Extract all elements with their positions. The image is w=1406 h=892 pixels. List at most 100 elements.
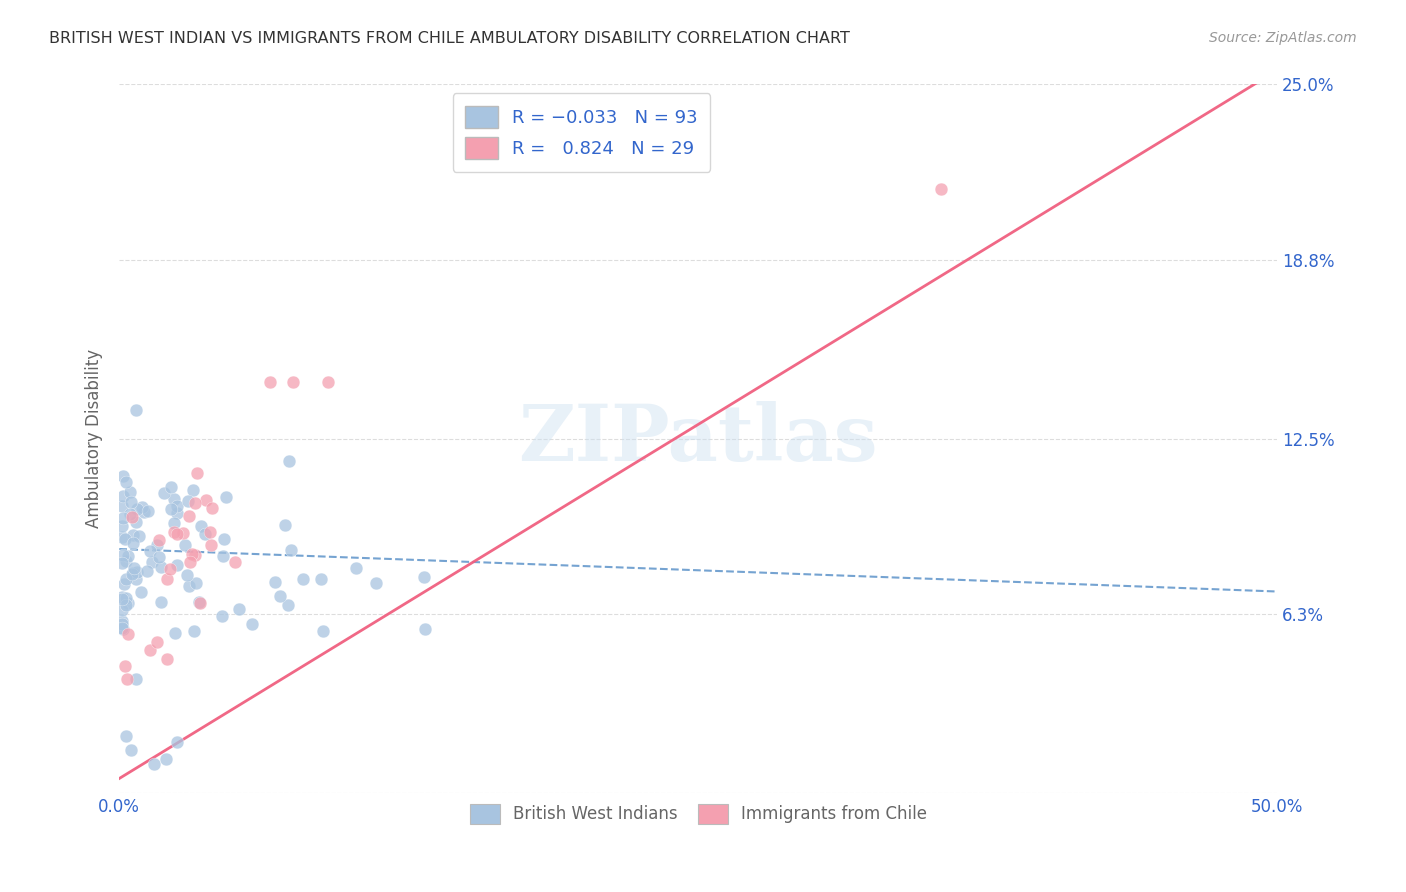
Point <box>163 516 186 531</box>
Y-axis label: Ambulatory Disability: Ambulatory Disability <box>86 349 103 528</box>
Point <box>316 375 339 389</box>
Point <box>118 507 141 521</box>
Point <box>274 517 297 532</box>
Point <box>269 589 291 603</box>
Point <box>177 579 200 593</box>
Point <box>115 673 138 687</box>
Point <box>125 572 148 586</box>
Point <box>184 548 207 562</box>
Point <box>139 643 162 657</box>
Point <box>212 532 235 546</box>
Point <box>128 529 150 543</box>
Point <box>112 468 135 483</box>
Point <box>413 570 436 584</box>
Point <box>312 624 335 638</box>
Point <box>181 483 204 497</box>
Point <box>150 595 173 609</box>
Point <box>364 575 387 590</box>
Point <box>125 565 148 579</box>
Point <box>215 490 238 504</box>
Point <box>114 532 136 546</box>
Point <box>150 559 173 574</box>
Point <box>112 576 135 591</box>
Point <box>166 507 188 521</box>
Point <box>186 467 208 481</box>
Point <box>212 549 235 563</box>
Point <box>122 536 145 550</box>
Point <box>344 560 367 574</box>
Point <box>143 757 166 772</box>
Text: Source: ZipAtlas.com: Source: ZipAtlas.com <box>1209 31 1357 45</box>
Point <box>159 562 181 576</box>
Point <box>115 729 138 743</box>
Point <box>188 596 211 610</box>
Point <box>190 519 212 533</box>
Point <box>121 566 143 581</box>
Point <box>125 403 148 417</box>
Point <box>115 475 138 489</box>
Point <box>114 591 136 605</box>
Point <box>121 527 143 541</box>
Point <box>224 555 246 569</box>
Point <box>166 499 188 513</box>
Point <box>259 375 281 389</box>
Point <box>110 519 132 533</box>
Point <box>111 548 134 562</box>
Point <box>110 621 132 635</box>
Point <box>240 616 263 631</box>
Point <box>110 591 132 606</box>
Point <box>129 585 152 599</box>
Point <box>166 527 188 541</box>
Point <box>193 526 215 541</box>
Point <box>111 614 134 628</box>
Text: ZIPatlas: ZIPatlas <box>519 401 879 476</box>
Point <box>115 572 138 586</box>
Point <box>114 659 136 673</box>
Point <box>163 625 186 640</box>
Point <box>112 489 135 503</box>
Point <box>122 566 145 580</box>
Point <box>172 525 194 540</box>
Point <box>111 622 134 636</box>
Point <box>135 564 157 578</box>
Point <box>160 480 183 494</box>
Point <box>111 590 134 604</box>
Point <box>183 624 205 638</box>
Point <box>264 574 287 589</box>
Point <box>111 530 134 544</box>
Point <box>155 752 177 766</box>
Point <box>198 524 221 539</box>
Point <box>176 494 198 508</box>
Point <box>184 576 207 591</box>
Point <box>211 609 233 624</box>
Point <box>115 554 138 568</box>
Point <box>117 596 139 610</box>
Point <box>292 572 315 586</box>
Point <box>187 594 209 608</box>
Point <box>228 601 250 615</box>
Text: BRITISH WEST INDIAN VS IMMIGRANTS FROM CHILE AMBULATORY DISABILITY CORRELATION C: BRITISH WEST INDIAN VS IMMIGRANTS FROM C… <box>49 31 851 46</box>
Point <box>117 627 139 641</box>
Point <box>145 538 167 552</box>
Point <box>114 598 136 612</box>
Legend: British West Indians, Immigrants from Chile: British West Indians, Immigrants from Ch… <box>460 794 936 834</box>
Point <box>139 544 162 558</box>
Point <box>177 508 200 523</box>
Point <box>179 555 201 569</box>
Point <box>112 510 135 524</box>
Point <box>184 496 207 510</box>
Point <box>309 573 332 587</box>
Point <box>118 484 141 499</box>
Point <box>931 182 953 196</box>
Point <box>131 500 153 514</box>
Point <box>173 538 195 552</box>
Point <box>117 549 139 563</box>
Point <box>120 495 142 509</box>
Point <box>194 492 217 507</box>
Point <box>125 515 148 529</box>
Point <box>120 743 142 757</box>
Point <box>413 622 436 636</box>
Point <box>148 533 170 548</box>
Point <box>121 509 143 524</box>
Point <box>163 524 186 539</box>
